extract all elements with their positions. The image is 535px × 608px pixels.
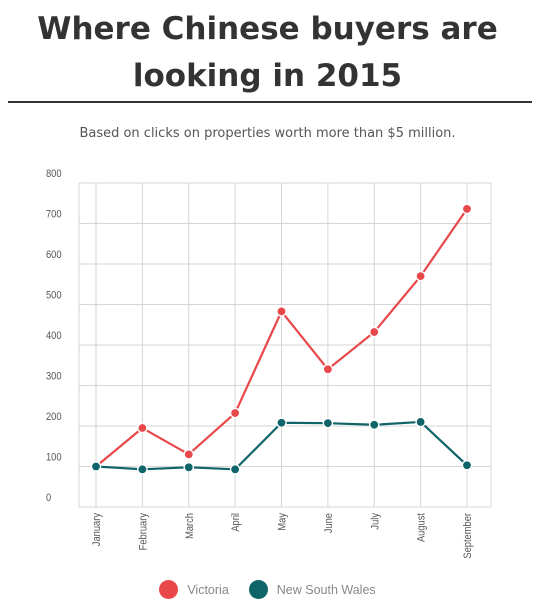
x-tick-label: June [323, 513, 335, 534]
data-point [415, 416, 426, 428]
chart-title: Where Chinese buyers are looking in 2015 [37, 11, 498, 94]
data-point [415, 270, 426, 282]
series-new-south-wales [90, 416, 473, 475]
legend-swatch-victoria [159, 580, 179, 599]
data-point [90, 461, 102, 472]
y-tick-label: 300 [46, 371, 62, 383]
data-point [229, 407, 241, 419]
y-tick-label: 100 [46, 452, 62, 464]
line-chart: 0 100 200 300 400 500 600 700 800 January February… [46, 168, 492, 559]
legend-label-victoria: Victoria [187, 582, 229, 597]
x-tick-label: August [416, 513, 428, 542]
data-point [137, 422, 148, 434]
x-tick-label: March [184, 513, 196, 539]
legend: Victoria New South Wales [0, 580, 535, 599]
data-point [137, 464, 148, 475]
data-point [276, 306, 287, 317]
x-tick-label: May [277, 512, 289, 530]
x-tick-label: April [231, 513, 243, 532]
grid [78, 182, 492, 508]
y-tick-label: 500 [46, 290, 62, 302]
y-tick-label: 200 [46, 411, 62, 423]
title-divider [8, 101, 532, 103]
x-tick-label: July [370, 512, 382, 529]
legend-label-nsw: New South Wales [276, 582, 376, 597]
y-tick-label: 600 [46, 249, 62, 261]
data-point [322, 417, 334, 429]
data-point [229, 464, 241, 475]
x-tick-label: September [462, 512, 474, 558]
y-tick-label: 800 [46, 168, 62, 180]
x-tick-label: February [138, 512, 150, 550]
chart-subtitle: Based on clicks on properties worth more… [79, 126, 456, 141]
data-point [368, 419, 380, 431]
data-point [183, 462, 195, 473]
x-tick-label: January [91, 512, 103, 546]
y-tick-label: 400 [46, 330, 62, 342]
legend-item-victoria[interactable]: Victoria [159, 580, 229, 599]
data-point [368, 326, 380, 338]
data-point [183, 449, 195, 460]
data-point [322, 363, 334, 375]
data-point [461, 203, 473, 215]
data-point [461, 459, 473, 471]
data-point [276, 417, 287, 429]
y-tick-label: 700 [46, 209, 62, 221]
legend-swatch-nsw [248, 580, 268, 599]
y-tick-label: 0 [46, 492, 51, 504]
legend-item-nsw[interactable]: New South Wales [248, 580, 376, 599]
